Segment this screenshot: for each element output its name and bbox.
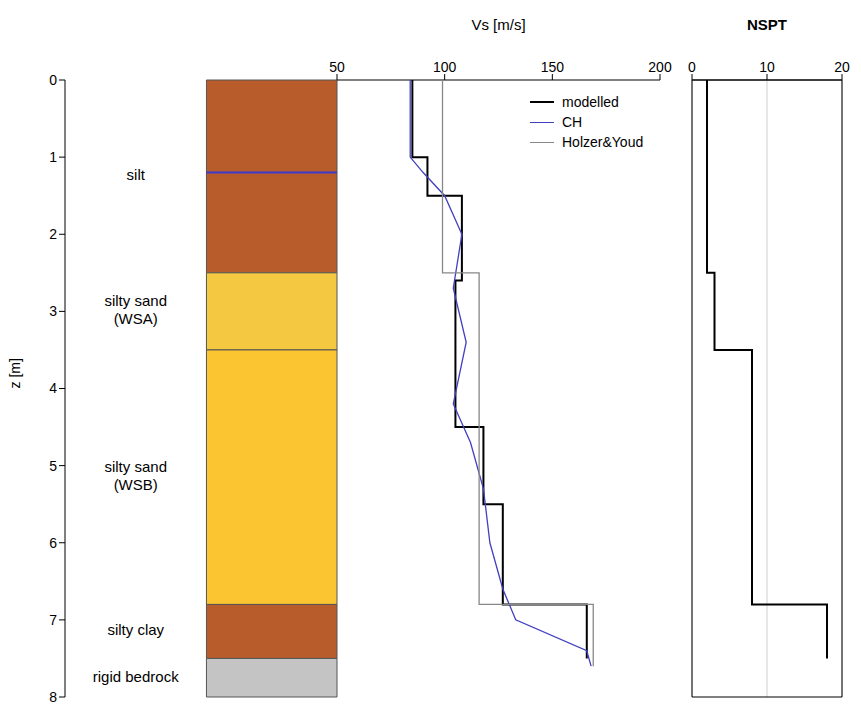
html-text:Vs [m/s]: Vs [m/s] [471, 16, 526, 33]
svg-text:50: 50 [329, 59, 345, 75]
svg-text:z [m]: z [m] [7, 358, 23, 388]
svg-text:0: 0 [688, 59, 696, 75]
svg-text:4: 4 [49, 380, 57, 396]
svg-text:5: 5 [49, 458, 57, 474]
html-text:CH: CH [562, 114, 583, 130]
svg-text:7: 7 [49, 612, 57, 628]
html-text:NSPT: NSPT [747, 16, 787, 33]
svg-text:8: 8 [49, 689, 57, 705]
html-text:modelled: modelled [562, 94, 619, 110]
svg-text:silty clay: silty clay [107, 621, 164, 638]
svg-text:20: 20 [834, 59, 850, 75]
svg-text:silty sand(WSA): silty sand(WSA) [104, 292, 167, 327]
html-text:Holzer&Youd: Holzer&Youd [562, 134, 644, 150]
svg-text:3: 3 [49, 303, 57, 319]
svg-text:silt: silt [127, 166, 146, 183]
svg-text:0: 0 [49, 72, 57, 88]
svg-text:200: 200 [648, 59, 672, 75]
svg-text:150: 150 [541, 59, 565, 75]
svg-text:rigid bedrock: rigid bedrock [93, 668, 179, 685]
svg-text:10: 10 [759, 59, 775, 75]
svg-text:6: 6 [49, 535, 57, 551]
svg-text:100: 100 [433, 59, 457, 75]
svg-text:2: 2 [49, 226, 57, 242]
svg-text:silty sand(WSB): silty sand(WSB) [104, 458, 167, 493]
svg-text:1: 1 [49, 149, 57, 165]
